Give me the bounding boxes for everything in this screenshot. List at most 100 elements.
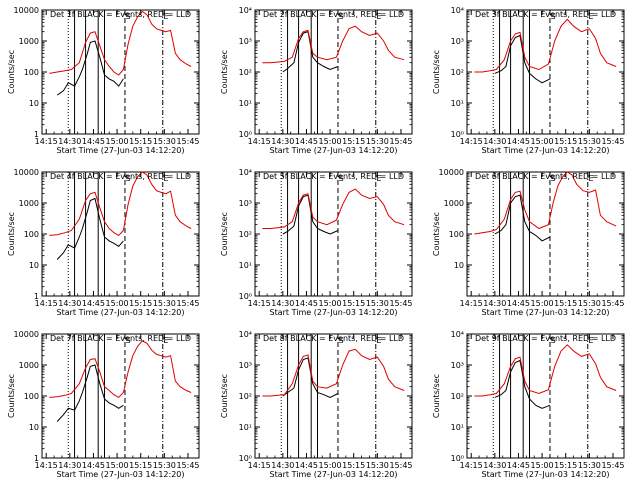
y-tick-label: 10³ [239,199,252,208]
x-tick-label: 14:15 [35,299,58,308]
x-axis-label: Start Time (27-Jun-03 14:12:20) [482,470,610,479]
y-axis-label: Counts/sec [432,212,441,256]
y-tick-label: 10¹ [239,423,252,432]
x-tick-label: 14:15 [248,137,271,146]
y-tick-label: 10⁰ [451,454,464,463]
y-tick-label: 10¹ [451,99,464,108]
lightcurve-panel-5: 10⁰ 10¹ 10² 10³ 10⁴ 14:15 14:30 14:45 15:00 15:15… [220,168,413,317]
y-tick-label: 1 [34,454,39,463]
y-axis-label: Counts/sec [220,50,229,94]
plot-frame [41,9,200,135]
lightcurve-panel-2: 10⁰ 10¹ 10² 10³ 10⁴ 14:15 14:30 14:45 15:00 15:15… [220,6,413,155]
panel-title: Det 5f BLACK = Events, RED = LLD [263,172,404,181]
x-axis-label: Start Time (27-Jun-03 14:12:20) [57,146,185,155]
x-axis-label: Start Time (27-Jun-03 14:12:20) [270,470,398,479]
x-tick-label: 15:15 [129,299,152,308]
events-series-line [494,359,551,409]
x-tick-label: 14:45 [82,461,105,470]
x-axis-label: Start Time (27-Jun-03 14:12:20) [482,308,610,317]
x-tick-label: 15:00 [106,299,129,308]
y-tick-label: 10² [239,392,252,401]
lld-series-line [262,25,405,64]
x-tick-label: 15:45 [389,137,412,146]
x-tick-label: 15:00 [531,137,554,146]
marker-label: E [588,174,593,183]
lightcurve-panel-4: 1 10 100 1000 10000 14:15 14:30 14:45 15:00 15:15… [7,168,200,317]
x-tick-label: 15:00 [319,299,342,308]
x-tick-label: 15:00 [106,461,129,470]
marker-label: E [163,12,168,21]
x-tick-label: 15:15 [342,299,365,308]
x-tick-label: 15:00 [106,137,129,146]
x-tick-label: 15:30 [366,137,389,146]
y-tick-label: 10⁰ [239,292,252,301]
x-tick-label: 15:00 [531,461,554,470]
y-tick-label: 1000 [19,361,39,370]
y-tick-label: 10³ [239,361,252,370]
y-axis-label: Counts/sec [220,212,229,256]
events-series-line [282,31,339,73]
panel-title: Det 3f BLACK = Events, RED = LLD [475,10,616,19]
marker-label: S [339,174,344,183]
x-tick-label: 14:45 [295,461,318,470]
marker-label: E [376,174,381,183]
panel-title: Det 2f BLACK = Events, RED = LLD [263,10,404,19]
y-axis-label: Counts/sec [7,374,16,418]
y-tick-label: 10⁴ [451,6,464,15]
y-tick-label: 10000 [14,330,39,339]
events-series-line [282,194,339,235]
x-tick-label: 15:30 [153,461,176,470]
marker-label: E [588,336,593,345]
x-tick-label: 14:15 [460,461,483,470]
x-tick-label: 14:30 [483,461,506,470]
plot-frame [254,171,413,297]
x-tick-label: 15:30 [366,299,389,308]
y-tick-label: 10⁴ [239,168,252,177]
lld-series-line [262,348,405,397]
y-tick-label: 10⁰ [239,454,252,463]
x-tick-label: 15:45 [389,299,412,308]
y-tick-label: 1000 [444,199,464,208]
lld-series-line [262,188,405,229]
x-tick-label: 15:30 [578,299,601,308]
y-tick-label: 10² [239,68,252,77]
x-tick-label: 14:15 [35,461,58,470]
y-tick-label: 10² [451,392,464,401]
lightcurve-panel-8: 10⁰ 10¹ 10² 10³ 10⁴ 14:15 14:30 14:45 15:00 15:15… [220,330,413,479]
y-tick-label: 100 [24,392,39,401]
x-tick-label: 15:30 [578,137,601,146]
marker-label: S [551,174,556,183]
y-tick-label: 10² [451,68,464,77]
y-tick-label: 10 [29,261,39,270]
y-axis-label: Counts/sec [7,212,16,256]
x-tick-label: 14:15 [248,299,271,308]
x-tick-label: 14:15 [248,461,271,470]
y-tick-label: 10000 [14,168,39,177]
x-tick-label: 15:15 [129,461,152,470]
x-tick-label: 15:00 [319,137,342,146]
x-tick-label: 14:30 [58,299,81,308]
x-axis-label: Start Time (27-Jun-03 14:12:20) [270,146,398,155]
plot-frame [466,171,625,297]
y-tick-label: 10¹ [239,261,252,270]
x-tick-label: 15:45 [176,299,199,308]
x-tick-label: 14:45 [295,137,318,146]
y-tick-label: 100 [449,230,464,239]
y-axis-label: Counts/sec [432,50,441,94]
y-tick-label: 100 [24,230,39,239]
x-tick-label: 15:15 [342,137,365,146]
lld-series-line [474,171,617,235]
lld-series-line [49,340,192,399]
x-tick-label: 14:30 [271,137,294,146]
marker-label: E [163,174,168,183]
x-tick-label: 14:45 [82,299,105,308]
x-tick-label: 15:15 [554,299,577,308]
y-tick-label: 10⁴ [239,6,252,15]
y-tick-label: 1 [34,292,39,301]
y-tick-label: 10¹ [239,99,252,108]
x-tick-label: 15:30 [578,461,601,470]
plot-frame [466,9,625,135]
x-tick-label: 14:45 [507,299,530,308]
